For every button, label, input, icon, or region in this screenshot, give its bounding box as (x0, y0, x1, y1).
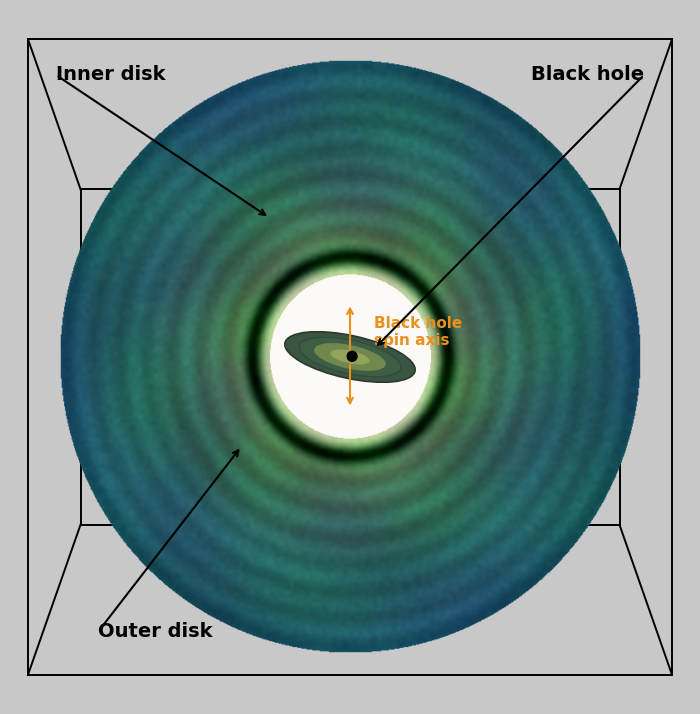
Ellipse shape (314, 343, 386, 371)
Text: Black hole: Black hole (531, 66, 644, 84)
Ellipse shape (299, 337, 401, 377)
Text: Inner disk: Inner disk (56, 66, 165, 84)
Ellipse shape (285, 332, 415, 382)
Text: Black hole
spin axis: Black hole spin axis (374, 316, 463, 348)
Text: Outer disk: Outer disk (98, 623, 213, 641)
Circle shape (347, 351, 357, 361)
Ellipse shape (330, 349, 370, 365)
